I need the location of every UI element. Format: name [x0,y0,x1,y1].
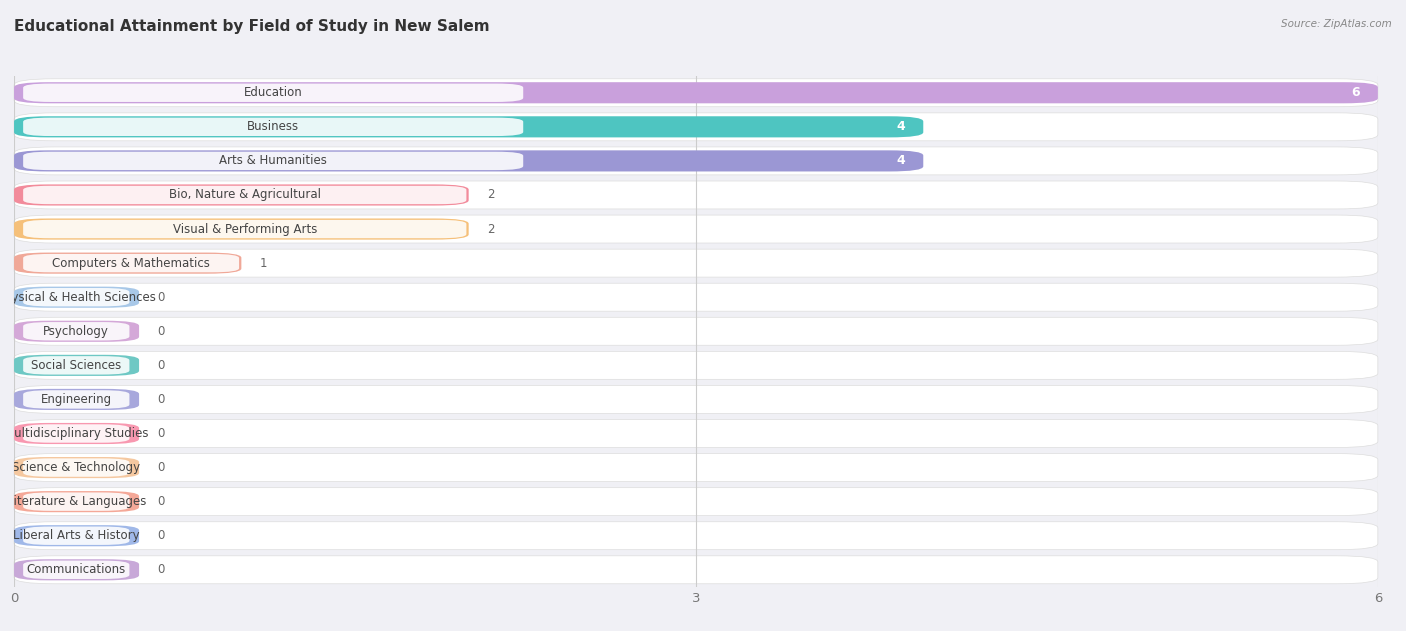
Text: 0: 0 [157,495,165,508]
Text: Education: Education [243,86,302,99]
FancyBboxPatch shape [14,420,1378,447]
FancyBboxPatch shape [22,424,129,443]
FancyBboxPatch shape [14,181,1378,209]
FancyBboxPatch shape [14,556,1378,584]
FancyBboxPatch shape [14,252,242,274]
Text: Engineering: Engineering [41,393,112,406]
FancyBboxPatch shape [14,389,139,410]
FancyBboxPatch shape [22,83,523,102]
FancyBboxPatch shape [14,355,139,376]
Text: 0: 0 [157,461,165,474]
FancyBboxPatch shape [22,117,523,136]
Text: 0: 0 [157,529,165,542]
FancyBboxPatch shape [22,322,129,341]
Text: Communications: Communications [27,563,127,576]
FancyBboxPatch shape [14,82,1378,103]
FancyBboxPatch shape [14,283,1378,311]
Text: Psychology: Psychology [44,325,110,338]
FancyBboxPatch shape [22,492,129,511]
Text: 0: 0 [157,563,165,576]
FancyBboxPatch shape [14,215,1378,243]
Text: Social Sciences: Social Sciences [31,359,121,372]
Text: 1: 1 [260,257,267,269]
FancyBboxPatch shape [14,184,468,206]
FancyBboxPatch shape [22,186,467,204]
FancyBboxPatch shape [14,522,1378,550]
FancyBboxPatch shape [14,317,1378,345]
FancyBboxPatch shape [22,288,129,307]
FancyBboxPatch shape [22,560,129,579]
FancyBboxPatch shape [14,457,139,478]
Text: 2: 2 [486,189,495,201]
FancyBboxPatch shape [14,249,1378,277]
Text: 4: 4 [897,121,905,133]
FancyBboxPatch shape [14,386,1378,413]
FancyBboxPatch shape [14,321,139,342]
Text: 0: 0 [157,325,165,338]
Text: Computers & Mathematics: Computers & Mathematics [52,257,209,269]
FancyBboxPatch shape [14,559,139,581]
Text: Literature & Languages: Literature & Languages [7,495,146,508]
Text: Business: Business [247,121,299,133]
FancyBboxPatch shape [14,525,139,546]
Text: Visual & Performing Arts: Visual & Performing Arts [173,223,316,235]
FancyBboxPatch shape [14,491,139,512]
Text: 2: 2 [486,223,495,235]
Text: Multidisciplinary Studies: Multidisciplinary Studies [4,427,149,440]
FancyBboxPatch shape [14,116,924,138]
Text: Science & Technology: Science & Technology [13,461,141,474]
FancyBboxPatch shape [14,454,1378,481]
Text: Educational Attainment by Field of Study in New Salem: Educational Attainment by Field of Study… [14,19,489,34]
Text: Source: ZipAtlas.com: Source: ZipAtlas.com [1281,19,1392,29]
Text: 6: 6 [1351,86,1360,99]
Text: Bio, Nature & Agricultural: Bio, Nature & Agricultural [169,189,321,201]
Text: 0: 0 [157,291,165,304]
FancyBboxPatch shape [22,458,129,477]
FancyBboxPatch shape [14,488,1378,516]
FancyBboxPatch shape [22,526,129,545]
Text: 0: 0 [157,393,165,406]
FancyBboxPatch shape [22,151,523,170]
FancyBboxPatch shape [14,113,1378,141]
FancyBboxPatch shape [14,423,139,444]
Text: 4: 4 [897,155,905,167]
FancyBboxPatch shape [14,218,468,240]
FancyBboxPatch shape [14,150,924,172]
Text: Liberal Arts & History: Liberal Arts & History [13,529,139,542]
FancyBboxPatch shape [22,254,239,273]
FancyBboxPatch shape [22,220,467,239]
FancyBboxPatch shape [22,356,129,375]
FancyBboxPatch shape [22,390,129,409]
FancyBboxPatch shape [14,147,1378,175]
Text: 0: 0 [157,359,165,372]
FancyBboxPatch shape [14,351,1378,379]
Text: Arts & Humanities: Arts & Humanities [219,155,328,167]
Text: 0: 0 [157,427,165,440]
FancyBboxPatch shape [14,286,139,308]
FancyBboxPatch shape [14,79,1378,107]
Text: Physical & Health Sciences: Physical & Health Sciences [0,291,156,304]
